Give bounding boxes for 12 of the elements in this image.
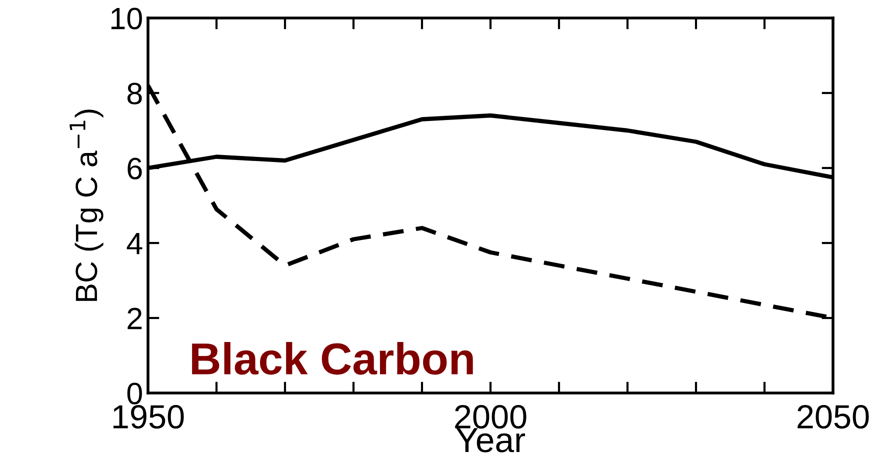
y-tick-label: 8 [127, 82, 142, 104]
y-tick-label: 10 [111, 8, 142, 30]
y-tick-label: 6 [128, 158, 142, 180]
x-tick-label: 2050 [798, 404, 869, 429]
y-tick-label: 0 [127, 382, 142, 404]
x-tick-label: 2000 [455, 404, 526, 429]
y-tick-label: 2 [128, 308, 142, 330]
annotation: Black Carbon [192, 342, 473, 375]
y-tick-label: 4 [126, 233, 142, 254]
x-axis-title: Year [456, 428, 526, 452]
x-tick-label: 1950 [113, 404, 184, 429]
y-axis-title: BC (Tg C a$^{−1}$) [70, 110, 104, 301]
